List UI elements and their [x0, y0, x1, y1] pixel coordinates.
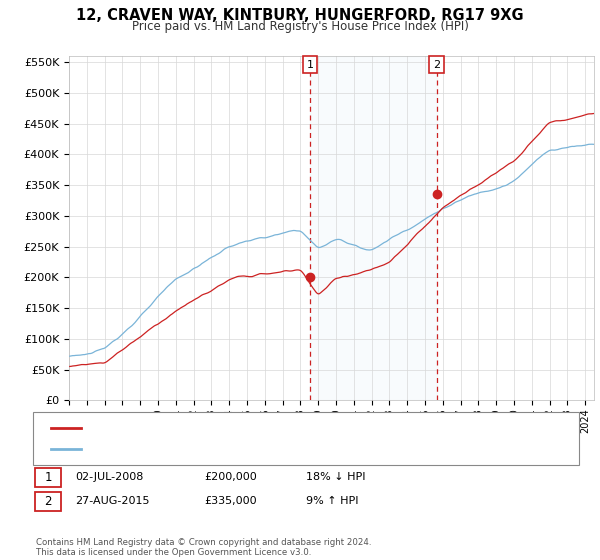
Bar [310, 56, 437, 400]
Text: 9% ↑ HPI: 9% ↑ HPI [306, 496, 359, 506]
Text: 02-JUL-2008: 02-JUL-2008 [75, 472, 143, 482]
Text: 2: 2 [44, 494, 52, 508]
Text: HPI: Average price, semi-detached house, West Berkshire: HPI: Average price, semi-detached house,… [87, 444, 387, 454]
Text: Contains HM Land Registry data © Crown copyright and database right 2024.
This d: Contains HM Land Registry data © Crown c… [36, 538, 371, 557]
Text: 2: 2 [433, 59, 440, 69]
Text: 1: 1 [44, 470, 52, 484]
Text: £200,000: £200,000 [204, 472, 257, 482]
Text: 1: 1 [307, 59, 313, 69]
Text: 12, CRAVEN WAY, KINTBURY, HUNGERFORD, RG17 9XG: 12, CRAVEN WAY, KINTBURY, HUNGERFORD, RG… [76, 8, 524, 24]
Text: Price paid vs. HM Land Registry's House Price Index (HPI): Price paid vs. HM Land Registry's House … [131, 20, 469, 33]
Text: 18% ↓ HPI: 18% ↓ HPI [306, 472, 365, 482]
Text: £335,000: £335,000 [204, 496, 257, 506]
Text: 27-AUG-2015: 27-AUG-2015 [75, 496, 149, 506]
Text: 12, CRAVEN WAY, KINTBURY, HUNGERFORD, RG17 9XG (semi-detached house): 12, CRAVEN WAY, KINTBURY, HUNGERFORD, RG… [87, 423, 497, 433]
